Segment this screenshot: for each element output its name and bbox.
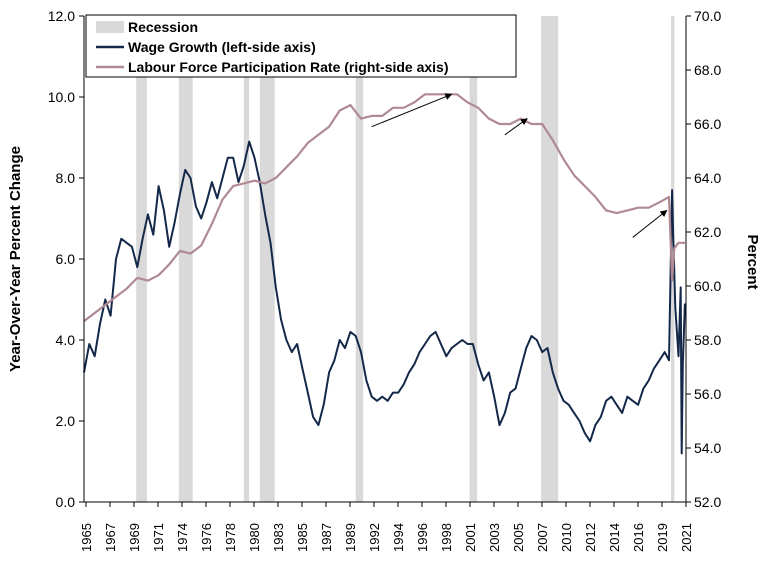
- y-right-tick-label: 58.0: [694, 332, 721, 348]
- x-tick-label: 2003: [487, 523, 502, 552]
- x-tick-label: 2021: [679, 523, 694, 552]
- participation-rate-line: [83, 93, 685, 322]
- x-tick-label: 1989: [343, 523, 358, 552]
- y-left-tick-label: 4.0: [56, 332, 76, 348]
- y-right-tick-label: 54.0: [694, 440, 721, 456]
- x-tick-label: 1983: [271, 523, 286, 552]
- y-right-tick-label: 62.0: [694, 224, 721, 240]
- x-tick-label: 2012: [583, 523, 598, 552]
- annotation-arrow: [504, 118, 528, 136]
- y-left-tick-label: 2.0: [56, 413, 76, 429]
- y-left-tick-label: 6.0: [56, 251, 76, 267]
- y-right-tick-label: 66.0: [694, 116, 721, 132]
- legend-label: Wage Growth (left-side axis): [128, 39, 316, 55]
- x-tick-label: 1987: [319, 523, 334, 552]
- y-right-tick-label: 68.0: [694, 62, 721, 78]
- x-tick-label: 2001: [463, 523, 478, 552]
- x-tick-label: 1967: [103, 523, 118, 552]
- x-tick-label: 1992: [367, 523, 382, 552]
- recession-band: [178, 16, 193, 502]
- recession-band: [541, 16, 559, 502]
- y-left-tick-label: 8.0: [56, 170, 76, 186]
- x-tick-label: 2007: [535, 523, 550, 552]
- y-right-tick-label: 56.0: [694, 386, 721, 402]
- legend-box: [85, 14, 517, 78]
- recession-band: [136, 16, 147, 502]
- x-tick-label: 1965: [79, 523, 94, 552]
- y-left-tick-label: 12.0: [48, 8, 75, 24]
- x-tick-label: 1974: [175, 523, 190, 552]
- x-tick-label: 1996: [415, 523, 430, 552]
- x-tick-label: 2014: [607, 523, 622, 552]
- wage-growth-line: [83, 140, 686, 455]
- recession-bands: [136, 16, 675, 502]
- y-right-tick-label: 64.0: [694, 170, 721, 186]
- x-tick-label: 2005: [511, 523, 526, 552]
- y-right-tick-label: 60.0: [694, 278, 721, 294]
- legend: Recession Wage Growth (left-side axis) Lab…: [85, 14, 517, 78]
- y-right-tick-label: 52.0: [694, 494, 721, 510]
- recession-band: [243, 16, 250, 502]
- x-tick-label: 1969: [127, 523, 142, 552]
- x-tick-label: 1976: [199, 523, 214, 552]
- x-tick-label: 1980: [247, 523, 262, 552]
- legend-label: Recession: [128, 19, 198, 35]
- x-tick-label: 1998: [439, 523, 454, 552]
- x-tick-label: 1978: [223, 523, 238, 552]
- x-tick-label: 2016: [631, 523, 646, 552]
- y-right-tick-label: 70.0: [694, 8, 721, 24]
- recession-band: [355, 16, 364, 502]
- recession-band: [469, 16, 478, 502]
- x-tick-label: 1985: [295, 523, 310, 552]
- recession-band: [259, 16, 275, 502]
- y-right-axis-title: Percent: [744, 234, 761, 289]
- x-tick-label: 2010: [559, 523, 574, 552]
- annotation-arrows: [371, 93, 668, 238]
- annotation-arrow: [632, 209, 668, 238]
- y-left-tick-label: 0.0: [56, 494, 76, 510]
- x-tick-label: 1994: [391, 523, 406, 552]
- series-lines: [83, 93, 686, 455]
- x-tick-label: 1971: [151, 523, 166, 552]
- y-left-axis-title: Year-Over-Year Percent Change: [7, 146, 24, 372]
- legend-label: Labour Force Participation Rate (right-s…: [128, 59, 449, 75]
- y-left-tick-label: 10.0: [48, 89, 75, 105]
- x-tick-label: 2019: [655, 523, 670, 552]
- axes: 0.0 2.0 4.0 6.0 8.0 10.0 12.0 52.0 54.0 56.0 58.0 6…: [7, 8, 761, 552]
- legend-swatch-recession: [96, 21, 124, 33]
- annotation-arrow: [371, 93, 453, 128]
